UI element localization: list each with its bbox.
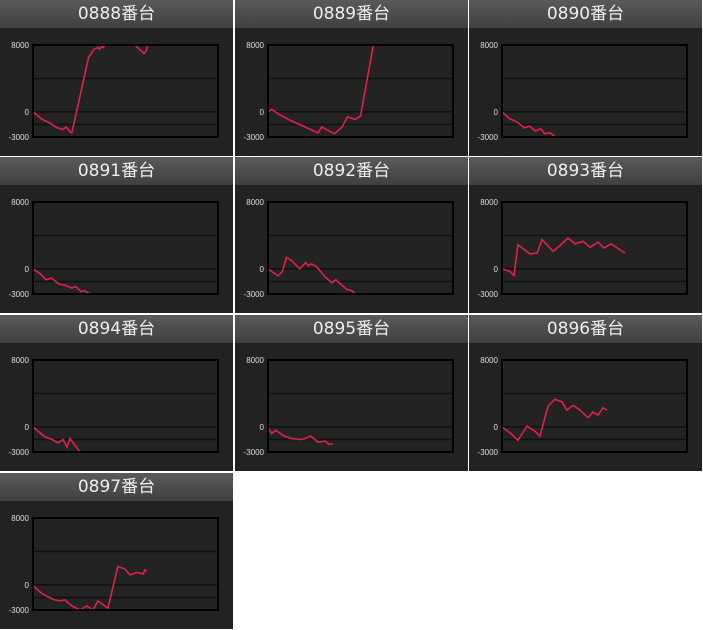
plot-border	[267, 359, 454, 453]
y-tick-label: -3000	[244, 133, 265, 142]
series-line	[502, 236, 626, 278]
series-line	[268, 426, 333, 446]
plot-area	[502, 202, 687, 294]
chart-svg: 8000 0 -3000	[478, 356, 688, 457]
plot-border	[32, 517, 219, 611]
series-line	[33, 426, 81, 452]
chart-svg: 8000 0 -3000	[478, 41, 688, 142]
plot-area	[33, 202, 218, 294]
y-tick-label: 0	[25, 108, 30, 117]
y-tick-label: 8000	[246, 41, 264, 50]
y-tick-label: -3000	[9, 448, 30, 457]
chart-title: 0893番台	[469, 157, 702, 185]
y-tick-label: 0	[260, 108, 265, 117]
y-tick-label: 8000	[246, 198, 264, 207]
series-line	[33, 45, 149, 134]
y-tick-label: -3000	[244, 448, 265, 457]
chart-title: 0895番台	[235, 315, 468, 343]
y-tick-label: -3000	[244, 290, 265, 299]
plot-border	[501, 201, 688, 295]
plot-border	[32, 359, 219, 453]
y-tick-label: 8000	[480, 198, 498, 207]
chart-svg: 8000 0 -3000	[478, 198, 688, 299]
y-tick-label: 0	[25, 265, 30, 274]
chart-title: 0897番台	[0, 473, 233, 501]
plot-border	[32, 201, 219, 295]
plot-area	[33, 360, 218, 452]
chart-panel: 0889番台 8000 0 -3000	[235, 0, 468, 156]
chart-panel: 0893番台 8000 0 -3000	[469, 157, 702, 313]
plot-border	[267, 201, 454, 295]
plot-area	[268, 360, 453, 452]
chart-svg: 8000 0 -3000	[9, 198, 219, 299]
y-tick-label: 0	[25, 581, 30, 590]
plot-area	[502, 45, 687, 137]
series-line	[268, 256, 357, 294]
chart-title: 0888番台	[0, 0, 233, 28]
plot-border	[501, 44, 688, 138]
y-tick-label: 8000	[246, 356, 264, 365]
y-tick-label: 8000	[11, 41, 29, 50]
series-line	[502, 398, 608, 442]
y-tick-label: -3000	[478, 448, 499, 457]
series-line	[268, 45, 375, 135]
y-tick-label: 8000	[480, 41, 498, 50]
y-tick-label: 0	[25, 423, 30, 432]
plot-area	[268, 202, 453, 294]
series-line	[502, 111, 557, 137]
chart-panel: 0896番台 8000 0 -3000	[469, 315, 702, 471]
y-tick-label: 8000	[11, 514, 29, 523]
y-tick-label: 8000	[11, 198, 29, 207]
plot-border	[32, 44, 219, 138]
series-line	[33, 565, 148, 610]
chart-title: 0892番台	[235, 157, 468, 185]
chart-svg: 8000 0 -3000	[9, 356, 219, 457]
plot-border	[267, 44, 454, 138]
y-tick-label: -3000	[9, 290, 30, 299]
chart-panel: 0894番台 8000 0 -3000	[0, 315, 233, 471]
y-tick-label: 8000	[11, 356, 29, 365]
chart-title: 0889番台	[235, 0, 468, 28]
chart-panel: 0888番台 8000 0 -3000	[0, 0, 233, 156]
chart-title: 0891番台	[0, 157, 233, 185]
chart-title: 0896番台	[469, 315, 702, 343]
y-tick-label: 0	[494, 108, 499, 117]
chart-svg: 8000 0 -3000	[9, 41, 219, 142]
plot-area	[268, 45, 453, 137]
chart-panel: 0895番台 8000 0 -3000	[235, 315, 468, 471]
chart-svg: 8000 0 -3000	[244, 41, 454, 142]
plot-area	[33, 45, 218, 137]
chart-title: 0890番台	[469, 0, 702, 28]
y-tick-label: -3000	[9, 133, 30, 142]
chart-svg: 8000 0 -3000	[244, 198, 454, 299]
chart-panel: 0892番台 8000 0 -3000	[235, 157, 468, 313]
y-tick-label: 0	[494, 265, 499, 274]
y-tick-label: 0	[260, 423, 265, 432]
plot-border	[501, 359, 688, 453]
chart-panel: 0891番台 8000 0 -3000	[0, 157, 233, 313]
chart-panel: 0897番台 8000 0 -3000	[0, 473, 233, 629]
y-tick-label: -3000	[478, 290, 499, 299]
y-tick-label: -3000	[478, 133, 499, 142]
y-tick-label: 0	[494, 423, 499, 432]
chart-panel: 0890番台 8000 0 -3000	[469, 0, 702, 156]
plot-area	[502, 360, 687, 452]
y-tick-label: 8000	[480, 356, 498, 365]
chart-svg: 8000 0 -3000	[9, 514, 219, 615]
chart-title: 0894番台	[0, 315, 233, 343]
y-tick-label: 0	[260, 265, 265, 274]
series-line	[33, 268, 91, 294]
chart-svg: 8000 0 -3000	[244, 356, 454, 457]
y-tick-label: -3000	[9, 606, 30, 615]
plot-area	[33, 518, 218, 610]
